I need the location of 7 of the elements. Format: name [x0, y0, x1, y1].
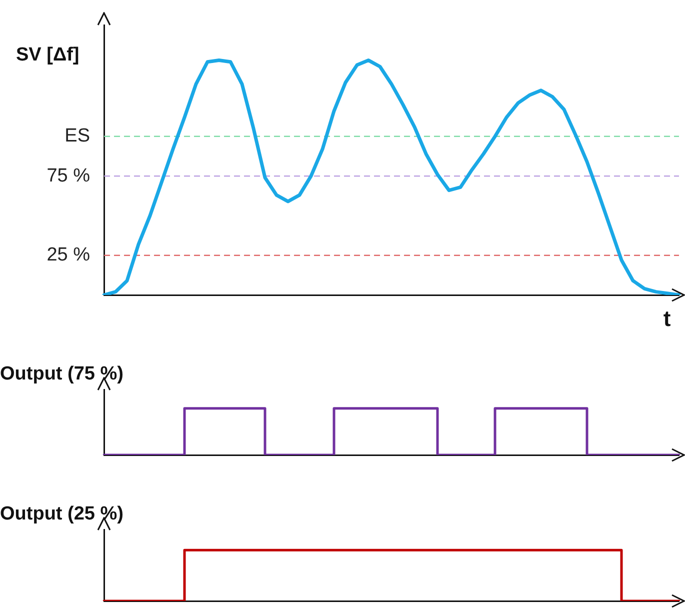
- y-tick-label: 25 %: [46, 244, 90, 266]
- y-axis-title: SV [Δf]: [16, 44, 80, 66]
- y-tick-label: ES: [64, 126, 90, 147]
- chart-title: Output (75 %): [0, 364, 124, 385]
- y-tick-label: 75 %: [46, 165, 90, 186]
- x-axis-title: t: [663, 306, 672, 332]
- chart-title: Output (25 %): [0, 504, 124, 525]
